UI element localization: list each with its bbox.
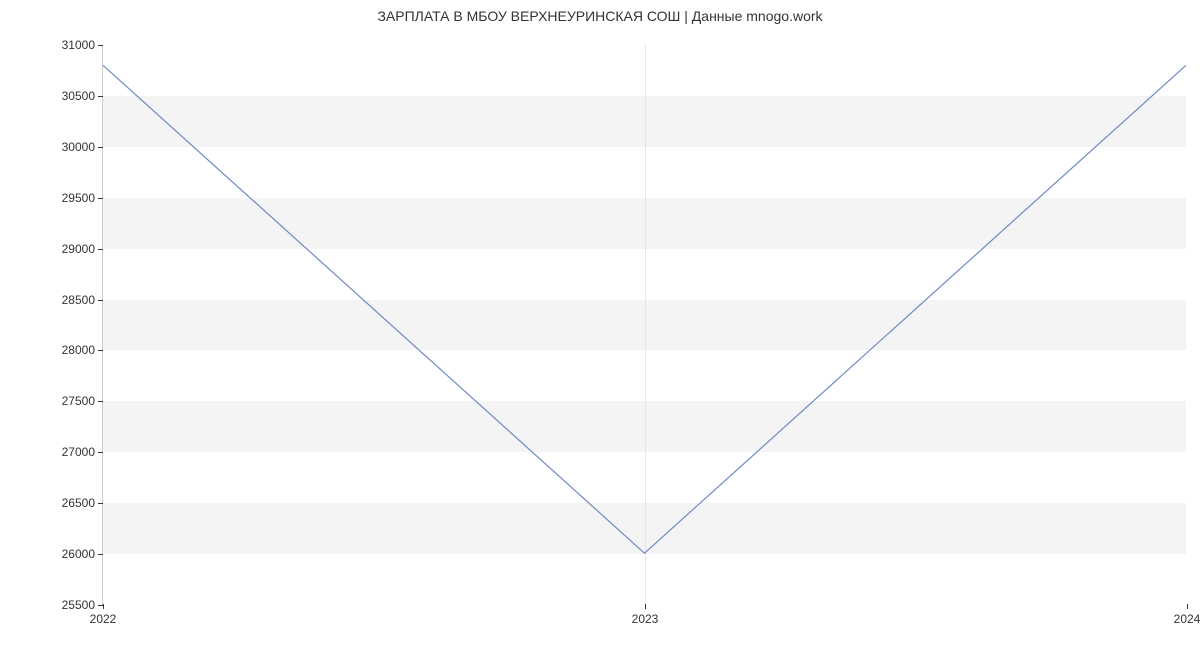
y-axis-label: 30500 — [62, 89, 103, 103]
y-axis-label: 27000 — [62, 445, 103, 459]
x-axis-label: 2024 — [1174, 604, 1200, 626]
x-axis-label: 2023 — [632, 604, 659, 626]
y-axis-label: 27500 — [62, 394, 103, 408]
y-axis-label: 26000 — [62, 547, 103, 561]
y-axis-label: 29500 — [62, 191, 103, 205]
y-axis-label: 31000 — [62, 38, 103, 52]
series-salary — [103, 45, 1186, 604]
y-axis-label: 28000 — [62, 343, 103, 357]
plot-area: 2022202320242550026000265002700027500280… — [102, 45, 1186, 605]
y-axis-label: 25500 — [62, 598, 103, 612]
y-axis-label: 30000 — [62, 140, 103, 154]
y-axis-label: 29000 — [62, 242, 103, 256]
y-axis-label: 26500 — [62, 496, 103, 510]
chart-title: ЗАРПЛАТА В МБОУ ВЕРХНЕУРИНСКАЯ СОШ | Дан… — [0, 8, 1200, 24]
y-axis-label: 28500 — [62, 293, 103, 307]
